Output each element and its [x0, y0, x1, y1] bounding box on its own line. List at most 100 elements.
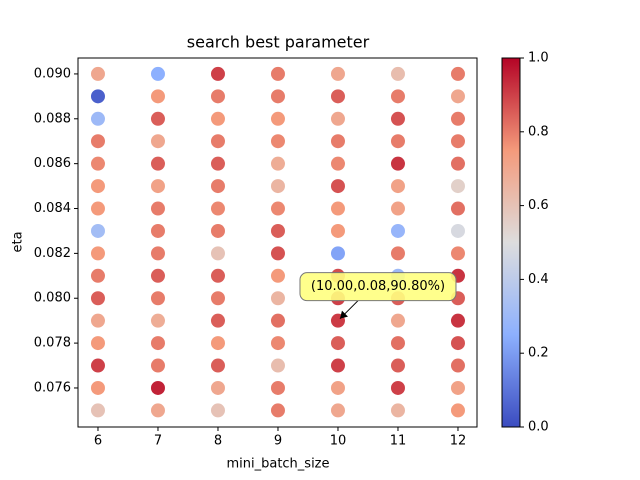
point	[150, 246, 165, 261]
point	[450, 156, 465, 171]
point	[450, 313, 465, 328]
x-tick-label: 8	[214, 434, 222, 449]
colorbar-tick-label: 0.0	[528, 420, 549, 435]
point	[270, 134, 285, 149]
point	[390, 179, 405, 194]
point	[210, 358, 225, 373]
point	[210, 66, 225, 81]
point	[90, 223, 105, 238]
point	[330, 156, 345, 171]
colorbar-tick-label: 1.0	[528, 51, 549, 66]
point	[390, 358, 405, 373]
point	[450, 358, 465, 373]
point	[210, 156, 225, 171]
point	[270, 246, 285, 261]
point	[90, 313, 105, 328]
point	[270, 336, 285, 351]
point	[210, 223, 225, 238]
point	[450, 134, 465, 149]
point	[150, 336, 165, 351]
y-tick-label: 0.078	[34, 336, 71, 351]
point	[270, 156, 285, 171]
point	[450, 179, 465, 194]
y-tick-label: 0.086	[34, 156, 71, 171]
annotation-arrowhead	[339, 310, 348, 319]
point	[210, 179, 225, 194]
y-tick-label: 0.090	[34, 66, 71, 81]
chart-title: search best parameter	[187, 33, 370, 52]
x-tick-label: 7	[154, 434, 162, 449]
colorbar-tick-label: 0.6	[528, 198, 549, 213]
point	[150, 156, 165, 171]
point	[150, 89, 165, 104]
point	[450, 201, 465, 216]
point	[390, 201, 405, 216]
point	[450, 66, 465, 81]
point	[330, 134, 345, 149]
point	[90, 66, 105, 81]
point	[270, 111, 285, 126]
point	[210, 89, 225, 104]
point	[210, 336, 225, 351]
point	[150, 134, 165, 149]
point	[90, 268, 105, 283]
point	[450, 111, 465, 126]
point	[210, 111, 225, 126]
point	[270, 403, 285, 418]
x-tick-label: 10	[330, 434, 347, 449]
point	[390, 89, 405, 104]
point	[450, 246, 465, 261]
point	[450, 380, 465, 395]
point	[90, 156, 105, 171]
point	[390, 380, 405, 395]
point	[390, 156, 405, 171]
point	[450, 89, 465, 104]
point	[150, 313, 165, 328]
point	[90, 380, 105, 395]
point	[150, 268, 165, 283]
point	[90, 179, 105, 194]
point	[210, 380, 225, 395]
point	[330, 111, 345, 126]
point	[90, 201, 105, 216]
y-tick-label: 0.080	[34, 291, 71, 306]
point	[330, 201, 345, 216]
point	[90, 403, 105, 418]
colorbar-tick-label: 0.4	[528, 272, 549, 287]
y-tick-label: 0.084	[34, 201, 71, 216]
point	[210, 313, 225, 328]
x-tick-label: 6	[94, 434, 102, 449]
point	[90, 89, 105, 104]
point	[210, 246, 225, 261]
point	[450, 403, 465, 418]
point	[90, 291, 105, 306]
point	[90, 246, 105, 261]
point	[270, 89, 285, 104]
point	[330, 336, 345, 351]
point	[90, 358, 105, 373]
point	[390, 313, 405, 328]
point	[150, 66, 165, 81]
point	[90, 134, 105, 149]
annotation-box	[299, 272, 457, 302]
x-tick-label: 12	[450, 434, 467, 449]
y-tick-label: 0.088	[34, 111, 71, 126]
point	[270, 201, 285, 216]
point	[270, 179, 285, 194]
y-axis-label: eta	[11, 231, 26, 252]
colorbar-tick-label: 0.2	[528, 346, 549, 361]
point	[270, 223, 285, 238]
point	[210, 291, 225, 306]
point	[270, 291, 285, 306]
point	[330, 89, 345, 104]
point	[150, 201, 165, 216]
point	[150, 358, 165, 373]
point	[330, 66, 345, 81]
annotation-text: (10.00,0.08,90.80%)	[311, 279, 445, 294]
point	[270, 313, 285, 328]
point	[330, 403, 345, 418]
point	[150, 223, 165, 238]
point	[150, 179, 165, 194]
point	[330, 223, 345, 238]
